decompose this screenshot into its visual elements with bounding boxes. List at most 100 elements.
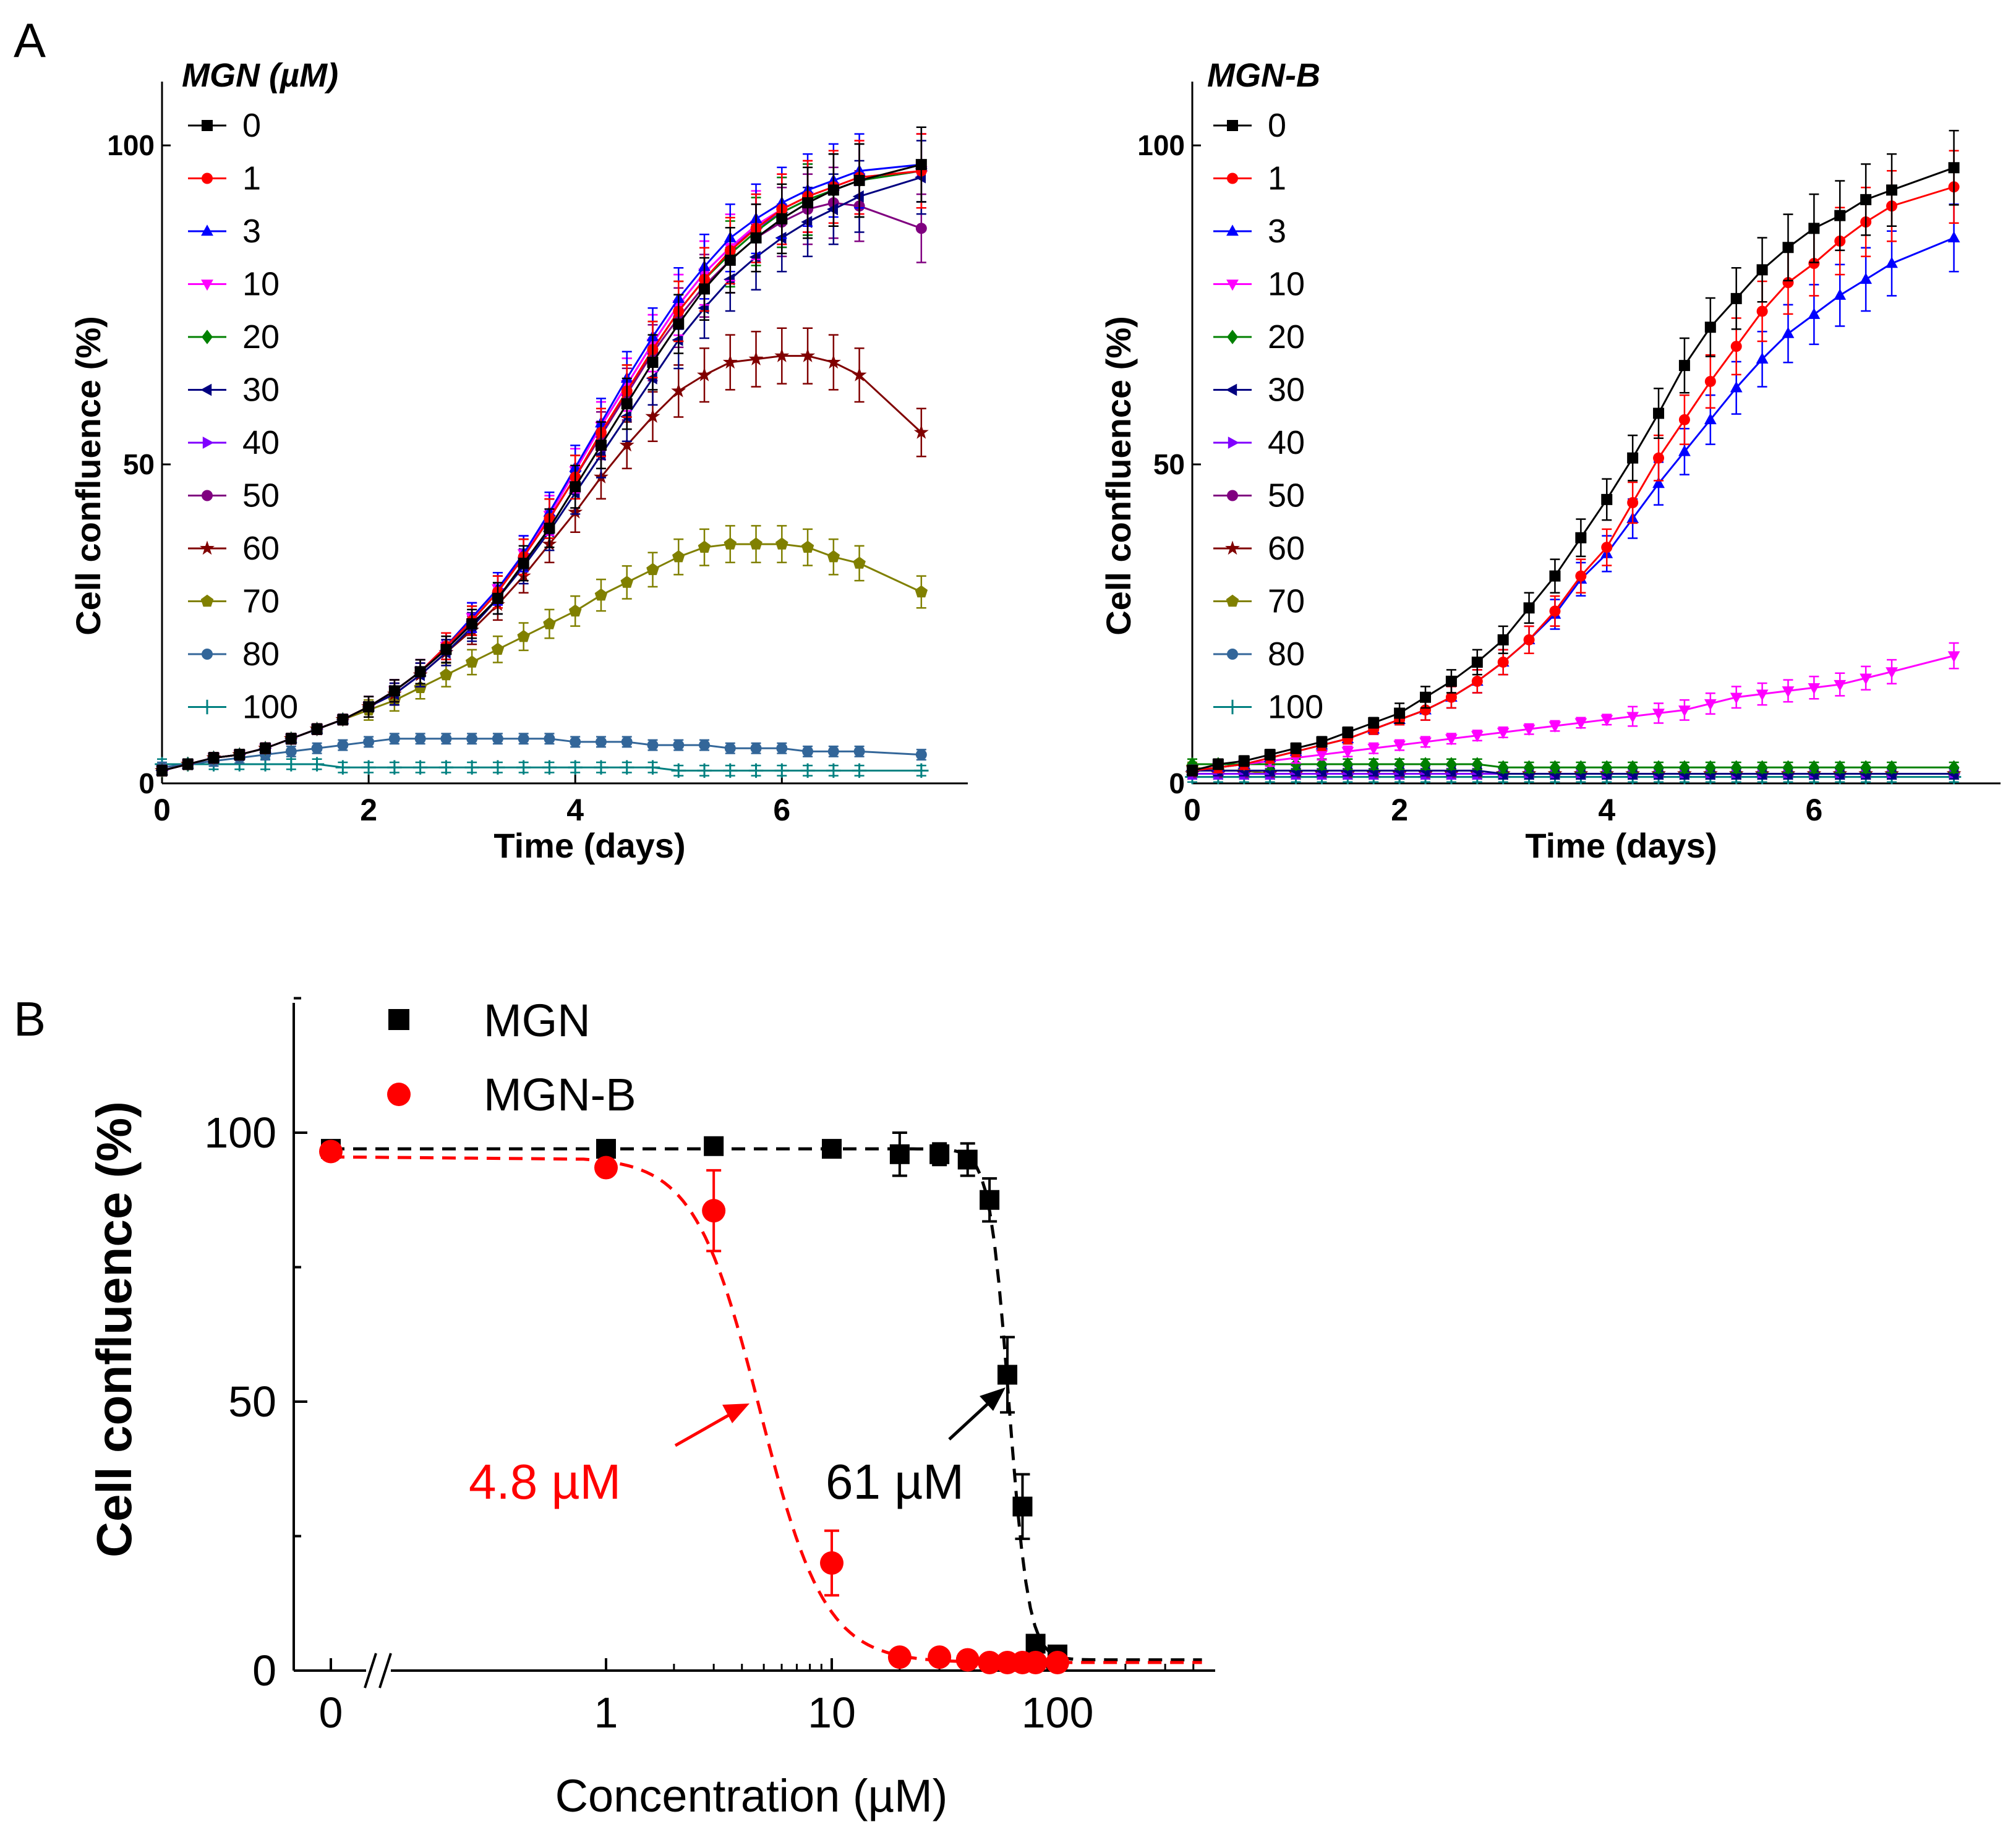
- data-point: [1471, 656, 1483, 668]
- data-point: [1212, 759, 1224, 770]
- data-point: [260, 743, 271, 754]
- data-point: [440, 644, 452, 655]
- legend-marker: [200, 594, 214, 607]
- data-point: [1627, 452, 1639, 464]
- data-point: [595, 440, 607, 451]
- data-point: [620, 576, 633, 588]
- data-point: [1886, 257, 1898, 268]
- x-tick-label: 0: [153, 793, 171, 827]
- data-point: [1704, 760, 1716, 775]
- y-tick-label: 100: [107, 129, 155, 161]
- legend-label: 80: [1268, 636, 1305, 673]
- data-point: [1808, 258, 1820, 270]
- data-point: [827, 184, 839, 196]
- legend-marker: [201, 224, 213, 236]
- data-point: [621, 736, 633, 748]
- ic50-label-mgnb: 4.8 µM: [469, 1454, 621, 1509]
- axis-break-mark: [364, 1653, 392, 1689]
- legend-label: 20: [1268, 318, 1305, 356]
- data-point: [1367, 744, 1380, 756]
- data-point: [363, 701, 375, 713]
- data-point: [1860, 760, 1872, 775]
- data-point: [915, 585, 928, 598]
- data-point: [697, 763, 712, 778]
- data-point: [1315, 750, 1328, 762]
- x-tick-label: 10: [808, 1689, 856, 1737]
- legend-label: 3: [242, 213, 261, 250]
- data-point: [1601, 493, 1613, 505]
- x-axis-title: Time (days): [493, 826, 685, 865]
- data-point: [1860, 273, 1873, 284]
- x-axis-title: Concentration (µM): [555, 1770, 948, 1821]
- y-tick-label: 50: [228, 1378, 276, 1426]
- data-point: [1948, 760, 1960, 775]
- data-point: [361, 760, 376, 775]
- data-point: [1264, 749, 1276, 760]
- data-point: [1627, 497, 1639, 508]
- x-tick-label: 4: [566, 793, 584, 827]
- x-tick-label: 0: [1184, 793, 1201, 827]
- legend-label: 80: [242, 636, 280, 673]
- data-point: [1368, 717, 1380, 728]
- data-point: [671, 383, 686, 398]
- legend-label: 30: [242, 372, 280, 409]
- data-point: [466, 733, 478, 744]
- data-point: [1626, 712, 1639, 723]
- data-point: [1886, 667, 1898, 679]
- data-point: [801, 540, 814, 553]
- data-point: [645, 409, 660, 423]
- data-point: [750, 537, 762, 550]
- data-point: [1756, 760, 1768, 775]
- data-point: [337, 739, 349, 751]
- data-point: [621, 398, 633, 410]
- y-tick-label: 50: [123, 448, 155, 480]
- data-point: [1497, 634, 1509, 645]
- data-point: [570, 481, 581, 493]
- data-point: [388, 733, 400, 744]
- data-point: [466, 618, 478, 630]
- legend-label: 0: [242, 107, 261, 144]
- data-point: [1445, 675, 1457, 687]
- data-point: [913, 424, 929, 439]
- data-point: [465, 655, 479, 668]
- legend-label: 60: [1268, 530, 1305, 567]
- data-point: [1523, 602, 1535, 614]
- y-tick-label: 0: [139, 767, 155, 799]
- data-point: [1012, 1496, 1033, 1517]
- data-point: [388, 685, 400, 697]
- data-point: [647, 357, 659, 368]
- legend-label: 10: [242, 266, 280, 303]
- data-point: [544, 522, 555, 534]
- series-line: [161, 169, 921, 772]
- data-point: [438, 760, 454, 775]
- x-tick-label: 2: [360, 793, 377, 827]
- legend-label: 1: [242, 160, 261, 197]
- data-point: [208, 752, 220, 764]
- data-point: [620, 760, 634, 775]
- data-point: [647, 739, 659, 751]
- x-axis-title: Time (days): [1525, 826, 1717, 865]
- y-tick-label: 0: [252, 1646, 276, 1695]
- ic50-arrow-mgnb: [674, 1413, 731, 1447]
- data-point: [800, 348, 816, 362]
- x-tick-label: 100: [1022, 1689, 1094, 1737]
- data-point: [1653, 407, 1665, 419]
- data-point: [1497, 728, 1510, 739]
- data-point: [1316, 757, 1328, 772]
- data-point: [1393, 740, 1406, 752]
- data-point: [1394, 707, 1406, 719]
- data-point: [1704, 322, 1716, 333]
- data-point: [1834, 288, 1847, 300]
- data-point: [1575, 532, 1587, 543]
- data-point: [1419, 737, 1432, 749]
- legend-marker: [1226, 279, 1239, 291]
- legend-marker: [1226, 383, 1237, 396]
- x-tick-label: 2: [1391, 793, 1408, 827]
- legend-marker-mgn: [388, 1009, 409, 1030]
- data-point: [1886, 760, 1898, 775]
- legend-marker: [202, 437, 214, 449]
- data-point: [544, 733, 555, 744]
- legend-label: 40: [1268, 424, 1305, 461]
- legend-label-mgnb: MGN-B: [484, 1069, 636, 1120]
